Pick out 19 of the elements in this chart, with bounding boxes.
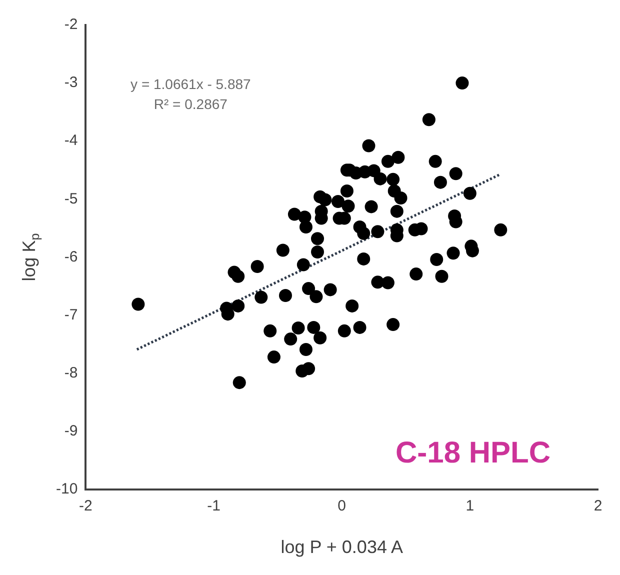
y-tick-label: -2: [64, 16, 78, 34]
x-axis-title: log P + 0.034 A: [280, 537, 403, 558]
y-tick-label: -10: [56, 480, 78, 498]
x-tick-label: 1: [466, 498, 474, 515]
y-tick-label: -3: [64, 74, 78, 92]
x-tick-label: -1: [207, 498, 220, 515]
y-tick-label: -5: [64, 190, 78, 208]
y-tick-label: -9: [64, 422, 78, 440]
x-tick-label: -2: [79, 498, 92, 515]
annotation: y = 1.0661x - 5.887: [130, 76, 252, 92]
y-tick-label: -6: [64, 248, 78, 266]
y-axis-title: log Kp: [18, 233, 42, 282]
y-tick-label: -8: [64, 364, 78, 382]
x-tick-label: 2: [594, 498, 602, 515]
annotation: C-18 HPLC: [395, 436, 551, 470]
annotation: R² = 0.2867: [154, 96, 228, 112]
y-tick-label: -4: [64, 132, 78, 150]
y-tick-label: -7: [64, 306, 78, 324]
x-tick-label: 0: [338, 498, 346, 515]
